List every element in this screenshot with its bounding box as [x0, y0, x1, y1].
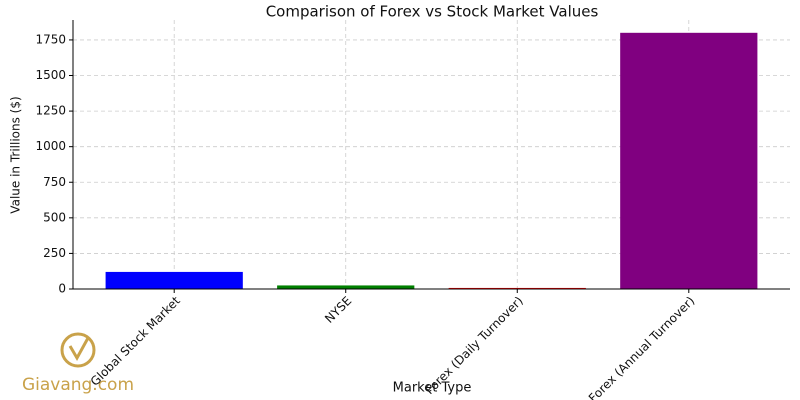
bar — [277, 285, 415, 289]
bar — [620, 32, 758, 290]
x-tick-label: Forex (Annual Turnover) — [586, 294, 697, 400]
bar — [105, 271, 243, 289]
y-tick-label: 250 — [43, 246, 66, 260]
watermark: Giavang.com — [22, 375, 134, 395]
x-axis-label: Market Type — [393, 381, 472, 396]
y-tick-label: 1000 — [35, 139, 66, 153]
y-tick-label: 750 — [43, 175, 66, 189]
y-axis-label: Value in Trillions ($) — [9, 96, 23, 213]
y-tick-label: 1500 — [35, 68, 66, 82]
x-tick-label: NYSE — [322, 294, 354, 326]
y-tick-label: 500 — [43, 210, 66, 224]
y-tick-label: 0 — [58, 282, 66, 296]
x-tick-label: Global Stock Market — [88, 293, 183, 388]
chart-title: Comparison of Forex vs Stock Market Valu… — [266, 3, 599, 21]
y-tick-label: 1750 — [35, 32, 66, 46]
y-tick-label: 1250 — [35, 104, 66, 118]
watermark-logo — [60, 332, 96, 368]
x-tick-label: Forex (Daily Turnover) — [422, 294, 525, 397]
bar — [448, 287, 586, 289]
